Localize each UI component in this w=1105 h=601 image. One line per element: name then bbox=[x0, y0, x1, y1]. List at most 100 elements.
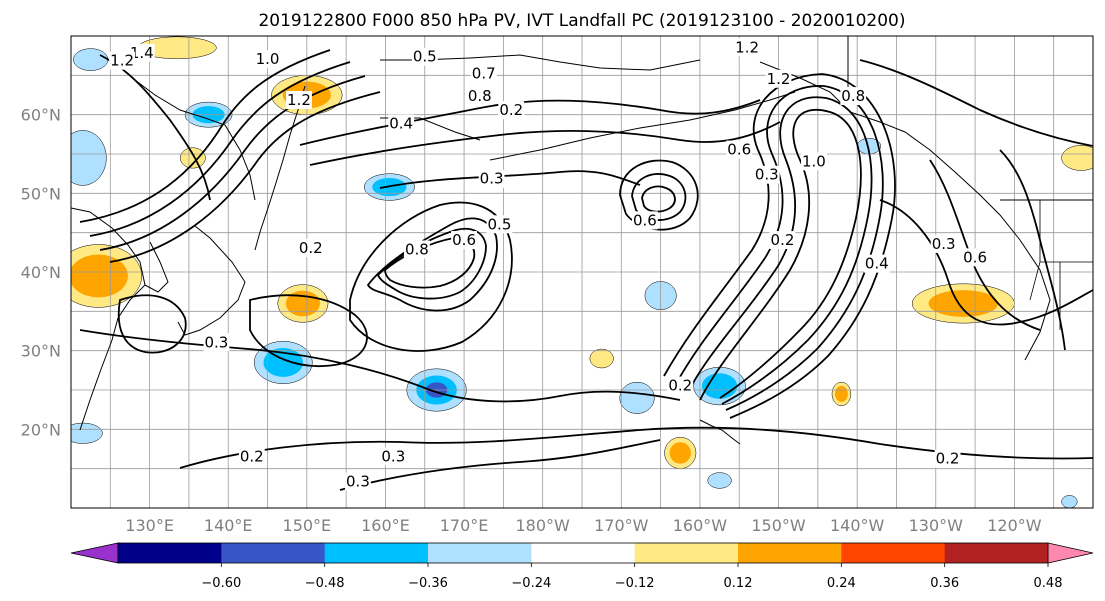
contour-label-background bbox=[962, 248, 989, 267]
colorbar-swatch bbox=[428, 543, 532, 563]
contour-label: 0.5 bbox=[413, 48, 437, 66]
contour-label: 1.4 bbox=[130, 44, 154, 62]
contour-label: 1.0 bbox=[256, 50, 280, 68]
contour-label: 0.2 bbox=[299, 239, 323, 257]
negative-pv-anomaly bbox=[73, 48, 109, 71]
contour-labels: 1.41.2 1.0 0.50.71.2 0.80.20.41.21.20.80.61… bbox=[109, 38, 989, 491]
contour-label-background bbox=[286, 91, 312, 110]
contour-label: 0.3 bbox=[346, 473, 370, 491]
colorbar-swatch bbox=[324, 543, 429, 563]
colorbar-tick-label: −0.24 bbox=[511, 576, 551, 591]
pv-contour-cutoff-low-3 bbox=[641, 185, 676, 213]
negative-pv-anomaly bbox=[707, 472, 732, 489]
pv-contour-ridge-west-2 bbox=[89, 61, 351, 237]
longitude-tick-label: 180°W bbox=[516, 516, 571, 535]
latitude-tick-label: 50°N bbox=[21, 184, 61, 203]
contour-label: 0.2 bbox=[771, 231, 795, 249]
contour-label: 0.8 bbox=[405, 240, 429, 258]
contour-label-background bbox=[930, 234, 957, 253]
contour-label: 0.8 bbox=[468, 87, 492, 105]
contour-label-background bbox=[403, 240, 430, 259]
contour-label: 0.3 bbox=[480, 170, 504, 188]
coastline-hawaii bbox=[699, 419, 741, 445]
pv-contour-0.3-south bbox=[339, 439, 661, 491]
map-frame bbox=[70, 35, 1094, 509]
contour-label: 0.6 bbox=[633, 211, 657, 229]
colorbar-swatch bbox=[634, 543, 739, 563]
contour-label: 0.3 bbox=[205, 333, 229, 351]
pv-contour-ridge-west-1 bbox=[79, 49, 331, 223]
contour-label: 0.7 bbox=[472, 64, 496, 82]
pv-contour-central-north bbox=[299, 99, 761, 146]
pv-contour-east-0.3 bbox=[929, 159, 1041, 331]
negative-pv-anomaly bbox=[1061, 495, 1078, 508]
negative-pv-anomaly bbox=[71, 130, 107, 186]
pv-contour-northeast bbox=[859, 59, 1093, 147]
longitude-axis-labels: 130°E 140°E 150°E 160°E 170°E 180°W 170°W 160°W… bbox=[125, 516, 1041, 535]
pv-contour-0.3-mid bbox=[79, 329, 681, 403]
pv-contour-west-tongue-outer bbox=[349, 201, 513, 352]
contour-label-background bbox=[203, 333, 230, 352]
contour-label-background bbox=[840, 87, 867, 106]
positive-pv-anomaly bbox=[928, 290, 999, 317]
contour-label-background bbox=[486, 215, 513, 234]
pv-contour-west-tongue-3 bbox=[384, 237, 476, 289]
negative-pv-anomaly bbox=[619, 381, 655, 414]
pv-contour-northwest bbox=[99, 54, 211, 201]
contour-label-background bbox=[345, 472, 371, 491]
contour-label-background bbox=[498, 101, 525, 120]
contour-label: 0.5 bbox=[488, 215, 512, 233]
contour-label-background bbox=[800, 152, 827, 171]
positive-pv-anomaly bbox=[669, 442, 691, 464]
contour-label: 0.4 bbox=[865, 255, 889, 273]
coastline-alaska bbox=[759, 61, 1051, 361]
pv-contour-trough-4 bbox=[663, 73, 896, 419]
positive-pv-anomaly bbox=[589, 348, 614, 369]
positive-pv-anomaly bbox=[71, 254, 128, 298]
coastline-okhotsk bbox=[134, 79, 256, 201]
contour-label-background bbox=[451, 231, 478, 250]
contour-label-background bbox=[765, 69, 792, 88]
coastline-korea bbox=[144, 241, 169, 293]
contour-label: 0.2 bbox=[668, 377, 692, 395]
contour-label-background bbox=[934, 449, 961, 468]
longitude-tick-label: 140°E bbox=[204, 516, 253, 535]
colorbar-frame bbox=[117, 542, 1049, 564]
contour-label-background bbox=[466, 87, 493, 106]
contour-label-background bbox=[631, 211, 658, 230]
colorbar-tick-label: −0.48 bbox=[305, 576, 345, 591]
contour-label: 1.0 bbox=[802, 152, 826, 170]
positive-pv-anomaly bbox=[180, 147, 206, 169]
contour-label: 0.6 bbox=[452, 231, 476, 249]
contour-label: 1.2 bbox=[735, 38, 759, 56]
pv-contour-central-north-2 bbox=[309, 121, 781, 166]
contour-label: 0.4 bbox=[389, 115, 413, 133]
contour-label-background bbox=[128, 43, 155, 62]
contour-label-background bbox=[667, 376, 694, 395]
longitude-tick-label: 140°W bbox=[830, 516, 885, 535]
colorbar-tick-label: 0.36 bbox=[930, 576, 959, 591]
contour-label: 0.3 bbox=[932, 235, 956, 253]
contour-label: 1.2 bbox=[287, 91, 311, 109]
contour-label: 0.2 bbox=[936, 450, 960, 468]
colorbar-tick-label: −0.36 bbox=[408, 576, 448, 591]
contour-label-background bbox=[411, 47, 438, 66]
colorbar-swatch bbox=[221, 543, 326, 563]
colorbar-tick-label: −0.12 bbox=[615, 576, 655, 591]
pv-contour-0.2-west bbox=[249, 294, 368, 367]
contour-label: 0.2 bbox=[499, 101, 523, 119]
contour-label-background bbox=[254, 50, 281, 69]
contour-label-background bbox=[753, 165, 780, 184]
contour-label-background bbox=[470, 64, 497, 83]
colorbar-tick-label: 0.24 bbox=[827, 576, 856, 591]
pv-contour-east-0.5 bbox=[999, 149, 1066, 351]
contour-label: 0.6 bbox=[727, 141, 751, 159]
pv-contour-0.3-north bbox=[379, 170, 641, 189]
colorbar-swatch bbox=[118, 543, 222, 563]
colorbar-swatch bbox=[841, 543, 946, 563]
pv-contour-west-coast-loop bbox=[117, 294, 187, 354]
pv-contour-ridge-west-4 bbox=[109, 91, 381, 263]
coastline-japan bbox=[177, 225, 246, 336]
contour-label-background bbox=[769, 231, 796, 250]
